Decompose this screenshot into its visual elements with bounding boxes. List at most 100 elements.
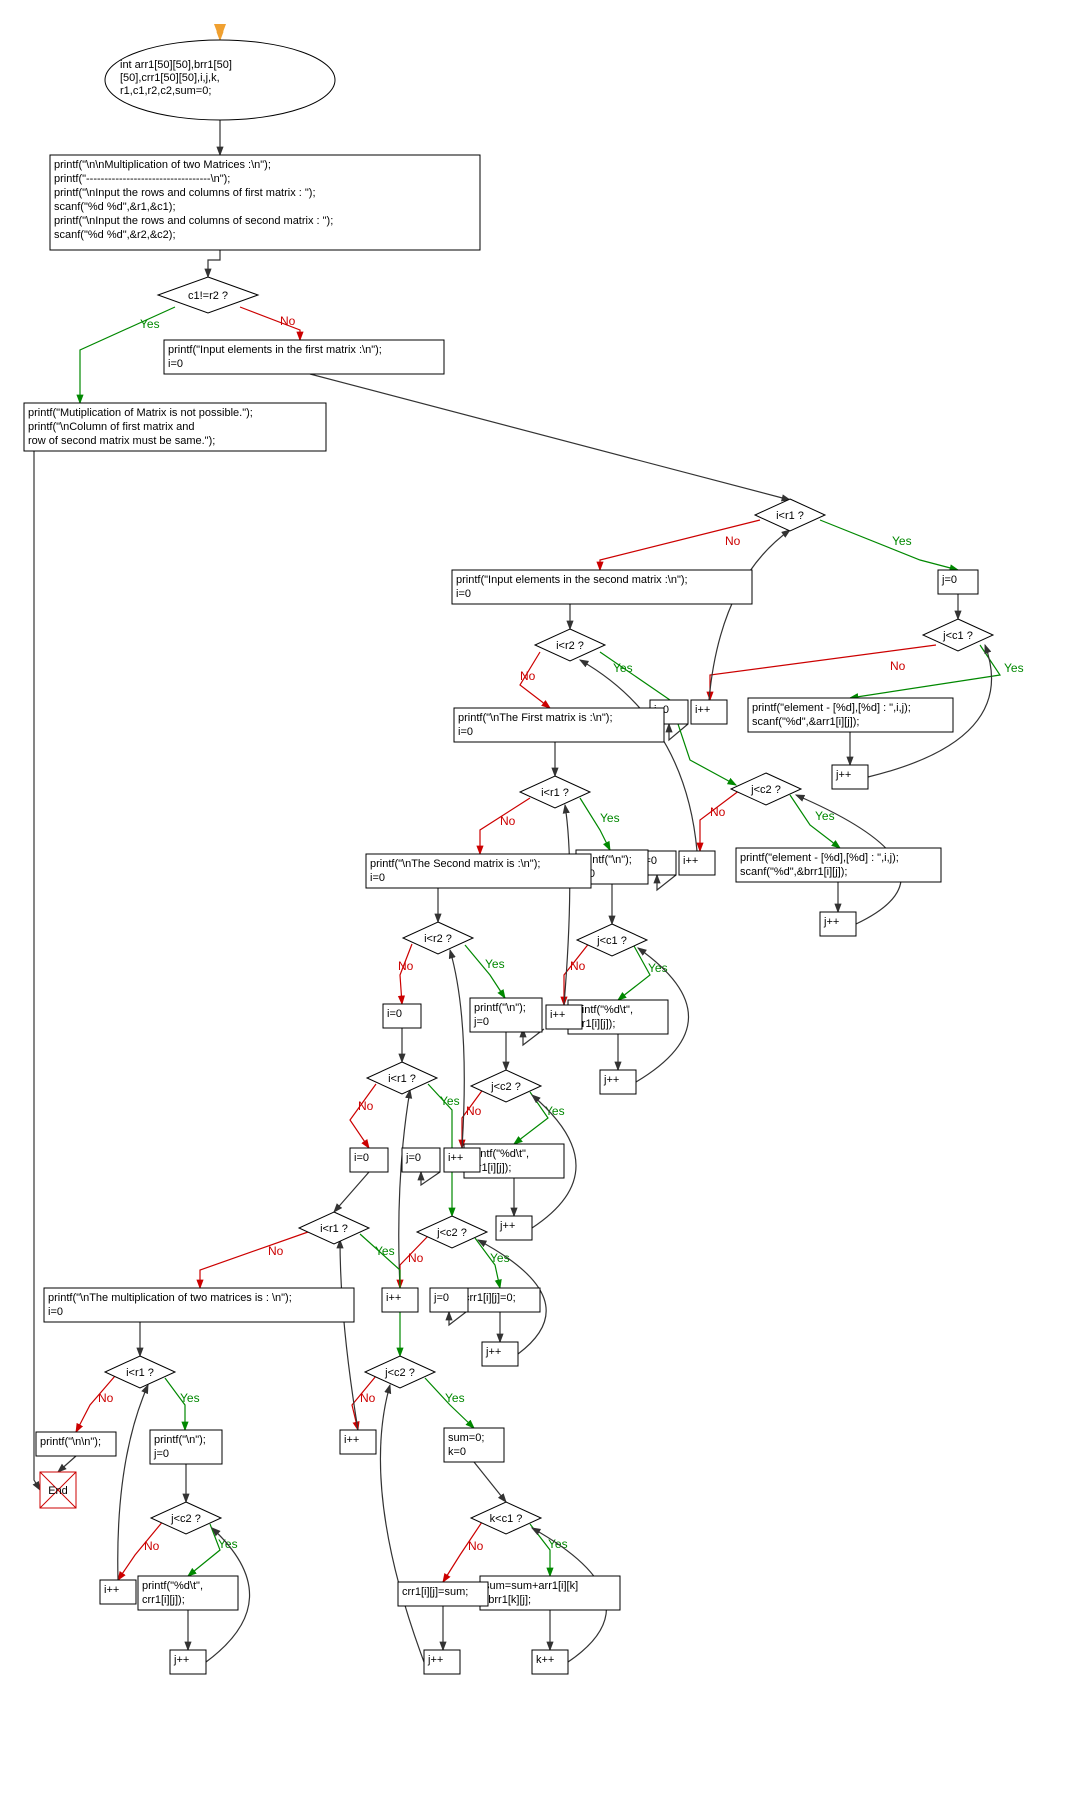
svg-text:No: No bbox=[520, 669, 536, 683]
svg-text:No: No bbox=[408, 1251, 424, 1265]
node-d_j_c2_c: j<c2 ? bbox=[417, 1216, 487, 1248]
node-d_j_c2_a: j<c2 ? bbox=[731, 773, 801, 805]
svg-text:j<c2 ?: j<c2 ? bbox=[436, 1227, 467, 1239]
svg-text:Yes: Yes bbox=[485, 957, 505, 971]
node-d_i_r1_a: i<r1 ? bbox=[755, 499, 825, 531]
svg-text:scanf("%d %d",&r1,&c1);: scanf("%d %d",&r1,&c1); bbox=[54, 201, 176, 213]
svg-text:k=0: k=0 bbox=[448, 1446, 466, 1458]
svg-text:j<c2 ?: j<c2 ? bbox=[384, 1367, 415, 1379]
svg-text:sum=sum+arr1[i][k]: sum=sum+arr1[i][k] bbox=[484, 1580, 578, 1592]
svg-text:Yes: Yes bbox=[445, 1391, 465, 1405]
svg-text:crr1[i][j]);: crr1[i][j]); bbox=[142, 1594, 185, 1606]
svg-text:printf("Input elements in the: printf("Input elements in the second mat… bbox=[456, 574, 688, 586]
svg-text:i=0: i=0 bbox=[354, 1152, 369, 1164]
node-in1: printf("Input elements in the first matr… bbox=[164, 340, 444, 374]
svg-text:i<r1 ?: i<r1 ? bbox=[541, 787, 569, 799]
svg-text:No: No bbox=[725, 534, 741, 548]
node-nl3: printf("\n"); j=0 bbox=[150, 1430, 222, 1464]
svg-text:No: No bbox=[358, 1099, 374, 1113]
node-d_j_c2_b: j<c2 ? bbox=[471, 1070, 541, 1102]
svg-text:printf("\n\n");: printf("\n\n"); bbox=[40, 1436, 101, 1448]
node-sum0: sum=0; k=0 bbox=[444, 1428, 504, 1462]
svg-text:i=0: i=0 bbox=[370, 872, 385, 884]
svg-text:j++: j++ bbox=[835, 769, 851, 781]
svg-text:No: No bbox=[98, 1391, 114, 1405]
svg-text:i<r1 ?: i<r1 ? bbox=[776, 510, 804, 522]
node-in2: printf("Input elements in the second mat… bbox=[452, 570, 752, 604]
svg-text:i<r1 ?: i<r1 ? bbox=[126, 1367, 154, 1379]
node-d_j_c2_d: j<c2 ? bbox=[365, 1356, 435, 1388]
svg-text:i=0: i=0 bbox=[456, 588, 471, 600]
node-jpp_e: j++ bbox=[482, 1342, 518, 1366]
node-jpp_f: j++ bbox=[424, 1650, 460, 1674]
svg-text:printf("Input elements in the: printf("Input elements in the first matr… bbox=[168, 344, 382, 356]
node-prt2: printf("\nThe Second matrix is :\n"); i=0 bbox=[366, 854, 591, 888]
node-d_j_c1_a: j<c1 ? bbox=[923, 619, 993, 651]
svg-text:i++: i++ bbox=[448, 1152, 463, 1164]
svg-text:Yes: Yes bbox=[600, 811, 620, 825]
svg-text:j++: j++ bbox=[485, 1346, 501, 1358]
svg-text:j=0: j=0 bbox=[473, 1016, 489, 1028]
svg-text:Yes: Yes bbox=[375, 1244, 395, 1258]
svg-text:j++: j++ bbox=[603, 1074, 619, 1086]
node-jpp_g: j++ bbox=[170, 1650, 206, 1674]
node-crr0: crr1[i][j]=0; bbox=[460, 1288, 540, 1312]
node-d_k_c1: k<c1 ? bbox=[471, 1502, 541, 1534]
svg-text:printf("----------------------: printf("--------------------------------… bbox=[54, 173, 230, 185]
svg-text:i++: i++ bbox=[550, 1009, 565, 1021]
node-ipp_a: i++ bbox=[691, 700, 727, 724]
svg-text:sum=0;: sum=0; bbox=[448, 1432, 484, 1444]
svg-text:j<c1 ?: j<c1 ? bbox=[942, 630, 973, 642]
svg-text:printf("\nInput the rows and c: printf("\nInput the rows and columns of … bbox=[54, 215, 333, 227]
svg-text:No: No bbox=[570, 959, 586, 973]
svg-text:Yes: Yes bbox=[180, 1391, 200, 1405]
svg-text:j=0: j=0 bbox=[405, 1152, 421, 1164]
svg-text:j=0: j=0 bbox=[153, 1448, 169, 1460]
node-j0_e: j=0 bbox=[402, 1148, 440, 1172]
svg-text:printf("\nThe multiplication o: printf("\nThe multiplication of two matr… bbox=[48, 1292, 292, 1304]
svg-text:printf("element - [%d],[%d] :: printf("element - [%d],[%d] : ",i,j); bbox=[752, 702, 911, 714]
svg-text:No: No bbox=[466, 1104, 482, 1118]
svg-text:i<r1 ?: i<r1 ? bbox=[388, 1073, 416, 1085]
svg-text:r1,c1,r2,c2,sum=0;: r1,c1,r2,c2,sum=0; bbox=[120, 85, 211, 97]
node-el_b: printf("element - [%d],[%d] : ",i,j);sca… bbox=[736, 848, 941, 882]
svg-text:j=0: j=0 bbox=[941, 574, 957, 586]
svg-text:i++: i++ bbox=[695, 704, 710, 716]
node-d_j_c2_e: j<c2 ? bbox=[151, 1502, 221, 1534]
svg-text:i<r1 ?: i<r1 ? bbox=[320, 1223, 348, 1235]
node-kpp: k++ bbox=[532, 1650, 568, 1674]
node-prt_mul: printf("\nThe multiplication of two matr… bbox=[44, 1288, 354, 1322]
node-jpp_d: j++ bbox=[496, 1216, 532, 1240]
node-ipp_d: i++ bbox=[444, 1148, 480, 1172]
svg-text:k<c1 ?: k<c1 ? bbox=[490, 1513, 523, 1525]
node-d_i_r1_d: i<r1 ? bbox=[299, 1212, 369, 1244]
svg-text:scanf("%d",&brr1[i][j]);: scanf("%d",&brr1[i][j]); bbox=[740, 866, 847, 878]
node-d_i_r1_e: i<r1 ? bbox=[105, 1356, 175, 1388]
svg-text:scanf("%d",&arr1[i][j]);: scanf("%d",&arr1[i][j]); bbox=[752, 716, 859, 728]
svg-text:crr1[i][j]=0;: crr1[i][j]=0; bbox=[464, 1292, 516, 1304]
svg-text:No: No bbox=[890, 659, 906, 673]
svg-text:i=0: i=0 bbox=[458, 726, 473, 738]
svg-text:End: End bbox=[48, 1485, 68, 1497]
svg-text:No: No bbox=[360, 1391, 376, 1405]
svg-text:printf("\nThe First matrix is: printf("\nThe First matrix is :\n"); bbox=[458, 712, 613, 724]
svg-text:j++: j++ bbox=[499, 1220, 515, 1232]
svg-text:j<c2 ?: j<c2 ? bbox=[750, 784, 781, 796]
svg-text:No: No bbox=[710, 805, 726, 819]
node-prt_nn: printf("\n\n"); bbox=[36, 1432, 116, 1456]
node-jpp_a: j++ bbox=[832, 765, 868, 789]
node-d_i_r1_c: i<r1 ? bbox=[367, 1062, 437, 1094]
svg-text:[50],crr1[50][50],i,j,k,: [50],crr1[50][50],i,j,k, bbox=[120, 72, 220, 84]
svg-text:printf("\n");: printf("\n"); bbox=[154, 1434, 206, 1446]
svg-text:printf("\nThe Second matrix is: printf("\nThe Second matrix is :\n"); bbox=[370, 858, 540, 870]
node-ipp_c: i++ bbox=[546, 1005, 582, 1029]
svg-text:Yes: Yes bbox=[545, 1104, 565, 1118]
node-ipp_g: i++ bbox=[100, 1580, 136, 1604]
node-j0_a: j=0 bbox=[938, 570, 978, 594]
node-i0_a: i=0 bbox=[383, 1004, 421, 1028]
svg-text:i++: i++ bbox=[683, 855, 698, 867]
svg-text:row of second matrix must be s: row of second matrix must be same."); bbox=[28, 435, 215, 447]
svg-text:j++: j++ bbox=[823, 916, 839, 928]
node-crr_sum: crr1[i][j]=sum; bbox=[398, 1582, 488, 1606]
svg-text:*brr1[k][j];: *brr1[k][j]; bbox=[484, 1594, 531, 1606]
